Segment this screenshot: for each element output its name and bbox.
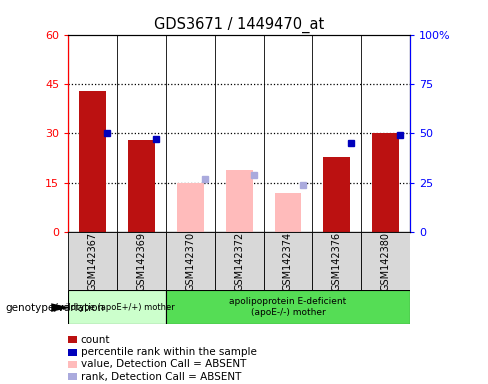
Bar <box>128 140 155 232</box>
Text: GSM142380: GSM142380 <box>381 232 390 291</box>
Text: rank, Detection Call = ABSENT: rank, Detection Call = ABSENT <box>81 372 241 382</box>
Text: genotype/variation: genotype/variation <box>5 303 104 313</box>
Bar <box>274 193 302 232</box>
Text: value, Detection Call = ABSENT: value, Detection Call = ABSENT <box>81 359 246 369</box>
Text: apolipoprotein E-deficient
(apoE-/-) mother: apolipoprotein E-deficient (apoE-/-) mot… <box>229 298 346 317</box>
Bar <box>361 232 410 290</box>
Text: GSM142367: GSM142367 <box>88 232 98 291</box>
Bar <box>166 232 215 290</box>
Bar <box>68 290 166 324</box>
Text: GSM142374: GSM142374 <box>283 232 293 291</box>
Bar <box>264 232 312 290</box>
Bar <box>323 157 350 232</box>
Text: wildtype (apoE+/+) mother: wildtype (apoE+/+) mother <box>59 303 175 312</box>
Text: percentile rank within the sample: percentile rank within the sample <box>81 347 256 357</box>
Text: GSM142376: GSM142376 <box>332 232 342 291</box>
Bar <box>68 232 117 290</box>
Polygon shape <box>51 303 70 312</box>
Bar <box>215 232 264 290</box>
Bar <box>166 290 410 324</box>
Title: GDS3671 / 1449470_at: GDS3671 / 1449470_at <box>154 17 324 33</box>
Bar <box>117 232 166 290</box>
Bar <box>372 134 399 232</box>
Bar <box>79 91 106 232</box>
Text: GSM142369: GSM142369 <box>137 232 146 291</box>
Text: GSM142370: GSM142370 <box>185 232 195 291</box>
Bar <box>225 170 253 232</box>
Text: count: count <box>81 335 110 345</box>
Bar <box>312 232 361 290</box>
Text: GSM142372: GSM142372 <box>234 232 244 291</box>
Bar <box>177 183 203 232</box>
